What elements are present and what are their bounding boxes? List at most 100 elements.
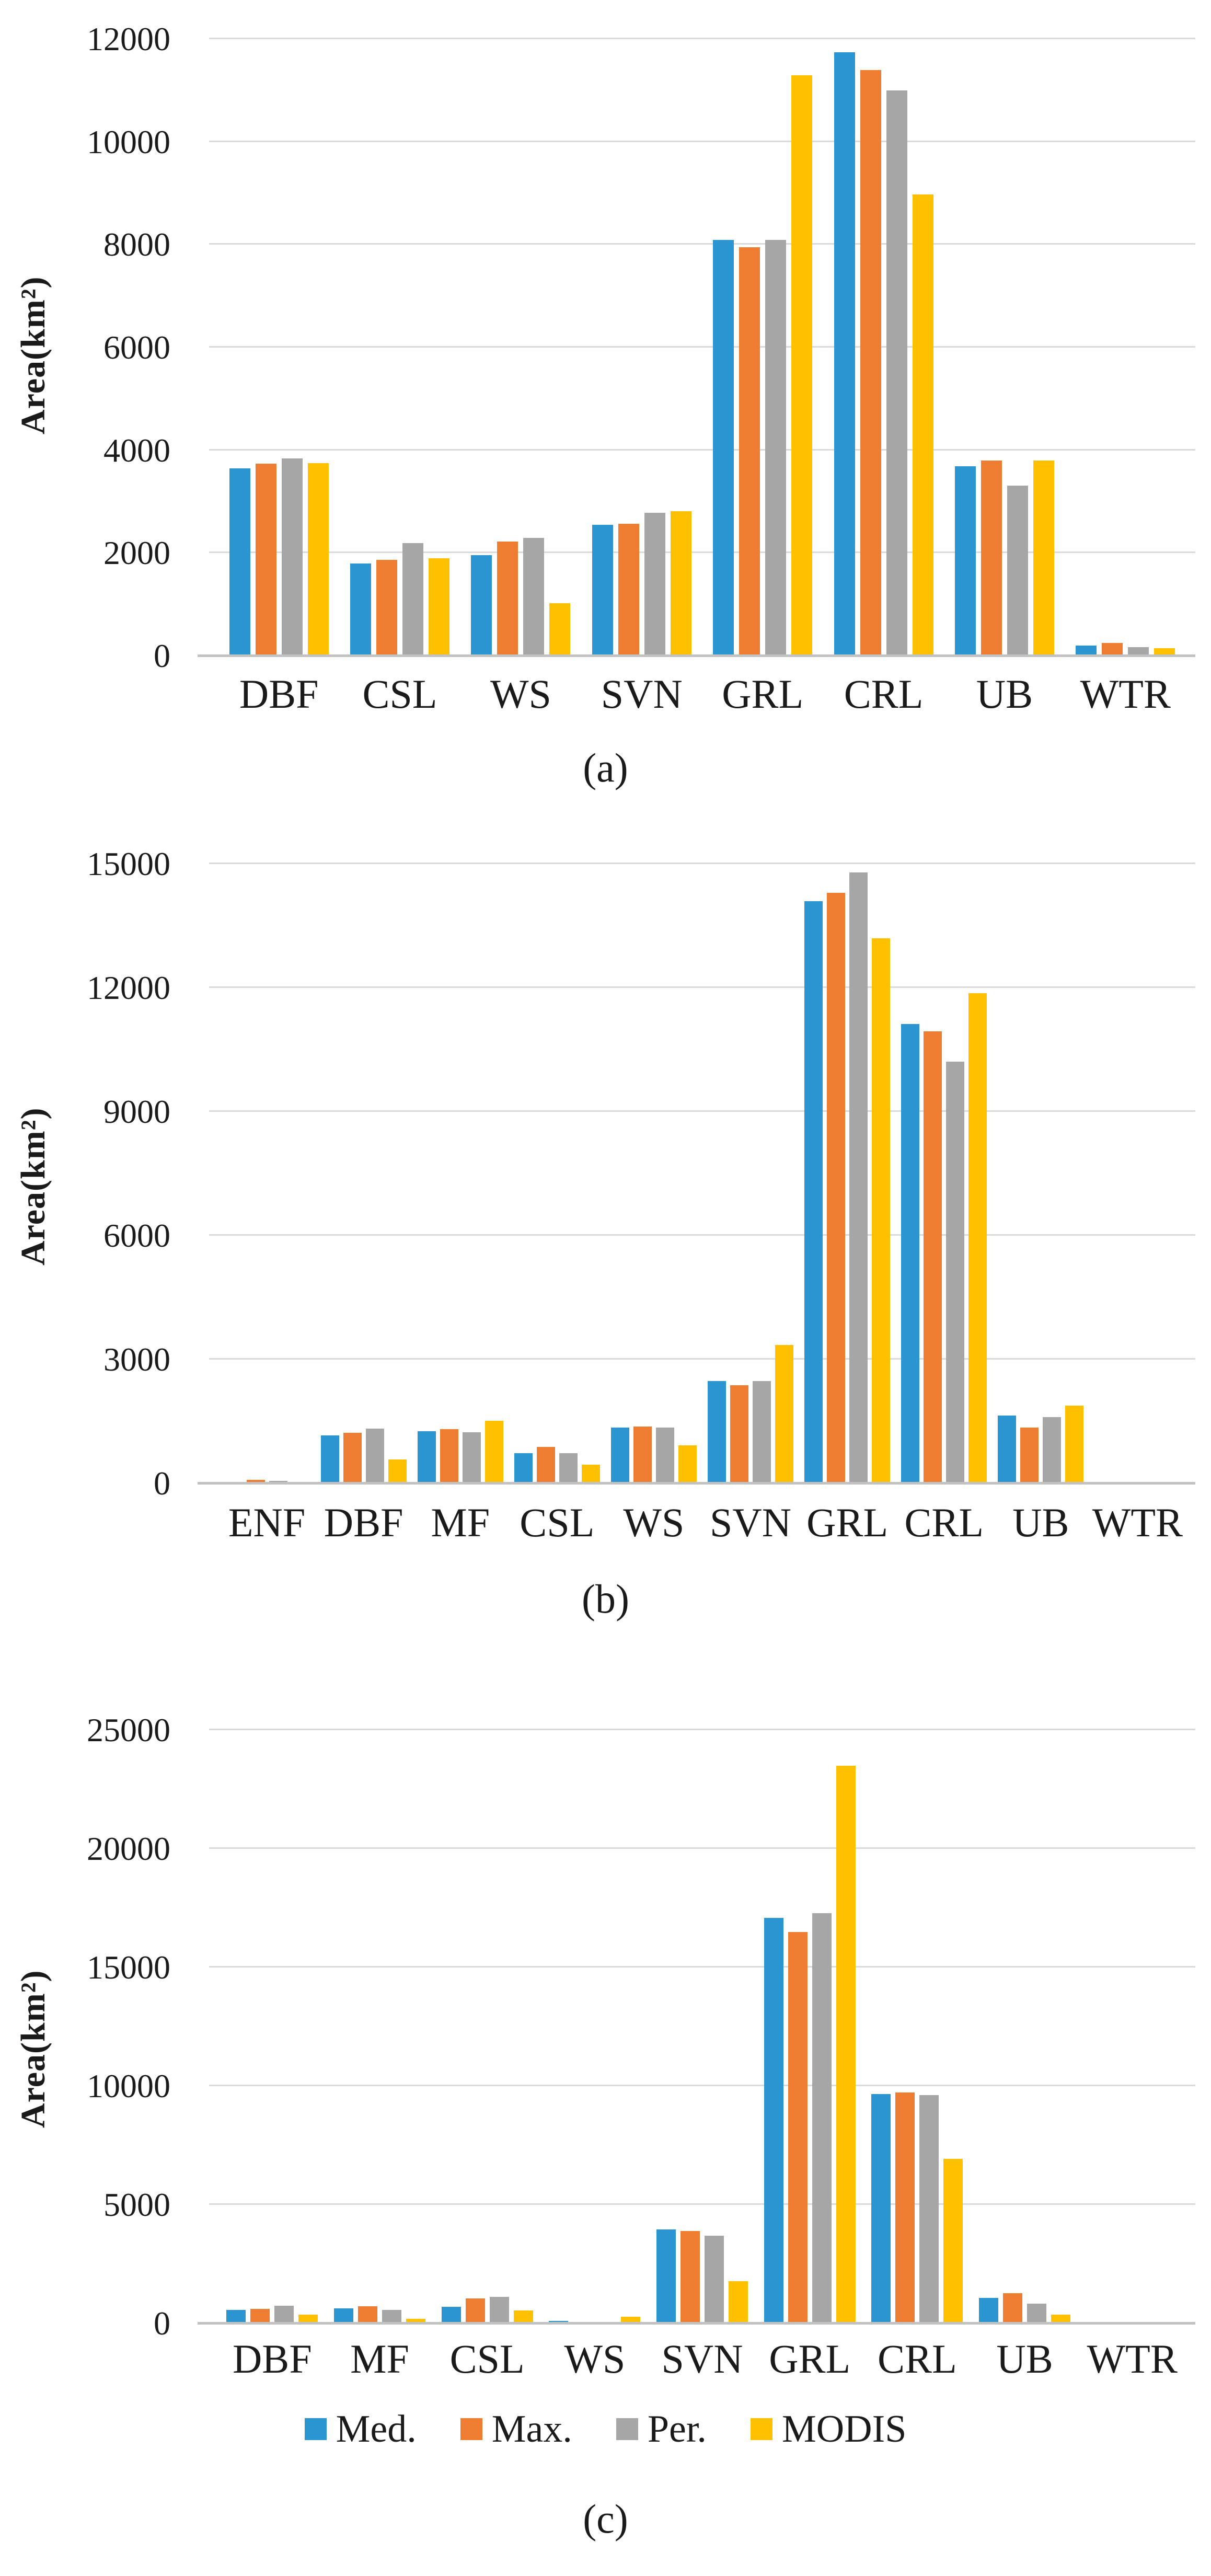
bar-modis-svn <box>728 2281 748 2324</box>
bar-med-crl <box>901 1024 920 1484</box>
bar-med-grl <box>764 1917 783 2324</box>
y-tick-label: 2000 <box>103 534 170 572</box>
x-category-label: GRL <box>806 1500 889 1545</box>
legend-label-med: Med. <box>336 2408 417 2451</box>
bar-group-ub <box>976 1730 1072 2324</box>
gridlines <box>209 862 1195 1484</box>
y-axis: 0 5000 10000 15000 20000 25000 <box>0 1714 188 2340</box>
bar-group-svn <box>590 39 694 656</box>
bar-group-ub <box>952 39 1057 656</box>
bar-med-dbf <box>229 468 250 656</box>
x-category-label: WS <box>490 671 551 717</box>
bar-modis-grl <box>872 938 891 1484</box>
bar-per-ws <box>523 537 545 656</box>
bar-group-dbf <box>319 864 409 1484</box>
gridline <box>209 2203 1195 2205</box>
bar-per-dbf <box>274 2305 294 2324</box>
bar-max-dbf <box>250 2308 270 2324</box>
bar-per-ub <box>1043 1417 1062 1484</box>
gridline <box>209 1847 1195 1849</box>
x-axis-line <box>198 2322 1195 2325</box>
bar-med-ws <box>471 555 492 656</box>
bar-per-svn <box>753 1381 771 1484</box>
bar-modis-dbf <box>307 463 329 656</box>
x-axis-labels: DBF MF CSL WS SVN GRL CRL UB WTR <box>209 2337 1195 2382</box>
x-category-label: CSL <box>449 2336 525 2382</box>
bar-per-ub <box>1027 2304 1046 2324</box>
bar-modis-crl <box>912 194 933 656</box>
bar-groups <box>209 864 1195 1484</box>
bar-med-svn <box>656 2229 676 2324</box>
bar-med-grl <box>804 901 823 1484</box>
bar-max-crl <box>895 2092 915 2324</box>
y-tick-label: 0 <box>154 637 170 674</box>
bar-group-enf <box>222 864 312 1484</box>
bar-modis-csl <box>581 1464 600 1484</box>
gridline <box>209 140 1195 142</box>
bar-med-grl <box>713 239 734 656</box>
gridline <box>209 448 1195 451</box>
gridline <box>209 551 1195 554</box>
bar-group-grl <box>710 39 815 656</box>
bar-group-wtr <box>1084 1730 1180 2324</box>
y-tick-label: 0 <box>154 2305 170 2342</box>
legend-item-per: Per. <box>616 2410 707 2448</box>
bar-med-csl <box>350 564 372 656</box>
subfigure-caption-b: (b) <box>582 1576 629 1622</box>
bar-per-grl <box>765 239 787 656</box>
med-swatch-icon <box>304 2418 327 2440</box>
chart-c: Area(km²) 0 5000 10000 15000 20000 25000 DBF M… <box>0 1641 1211 2576</box>
x-category-label: CRL <box>878 2336 957 2382</box>
subfigure-caption-c: (c) <box>583 2496 628 2542</box>
bar-max-enf <box>246 1479 265 1484</box>
plot-area <box>198 1729 1195 2325</box>
x-category-label: UB <box>976 671 1033 717</box>
plot-area <box>198 38 1195 657</box>
y-tick-label: 6000 <box>103 1217 170 1254</box>
bar-max-crl <box>860 70 881 656</box>
x-category-label: DBF <box>324 1500 403 1545</box>
gridlines <box>209 38 1195 656</box>
bar-modis-ws <box>678 1445 697 1484</box>
x-category-label: WTR <box>1092 1500 1183 1545</box>
bar-modis-svn <box>670 511 691 656</box>
bar-max-wtr <box>1102 643 1123 656</box>
subfigure-caption-a: (a) <box>583 745 628 790</box>
chart-a: Area(km²) 0 2000 4000 6000 8000 10000 12000 DB… <box>0 0 1211 815</box>
x-category-label: UB <box>996 2336 1053 2382</box>
bar-group-ws <box>609 864 699 1484</box>
bar-group-ws <box>468 39 573 656</box>
bar-modis-ws <box>549 603 571 656</box>
gridline <box>209 1234 1195 1236</box>
y-tick-label: 5000 <box>103 2186 170 2223</box>
bar-modis-grl <box>836 1766 856 2324</box>
plot-area <box>198 862 1195 1485</box>
bar-per-mf <box>382 2309 401 2324</box>
bar-modis-ub <box>1065 1405 1084 1484</box>
bar-max-csl <box>465 2298 485 2324</box>
bar-max-grl <box>739 247 760 656</box>
gridline <box>209 1358 1195 1360</box>
bar-groups <box>209 39 1195 656</box>
legend-item-med: Med. <box>304 2408 417 2451</box>
bar-modis-ub <box>1033 461 1054 656</box>
bar-per-dbf <box>365 1428 384 1484</box>
bar-group-dbf <box>224 1730 320 2324</box>
legend-item-modis: MODIS <box>750 2410 906 2448</box>
bar-med-csl <box>441 2307 461 2324</box>
bar-max-csl <box>376 560 398 656</box>
x-category-label: CSL <box>362 671 437 717</box>
bar-group-grl <box>762 1730 858 2324</box>
y-tick-label: 25000 <box>87 1711 170 1749</box>
y-tick-label: 12000 <box>87 969 170 1006</box>
bar-med-wtr <box>1076 646 1097 656</box>
bar-max-csl <box>536 1446 555 1484</box>
bar-max-ub <box>981 461 1002 656</box>
bar-group-crl <box>832 39 936 656</box>
bar-group-grl <box>802 864 892 1484</box>
bar-modis-ub <box>1051 2315 1070 2324</box>
bar-per-crl <box>919 2095 939 2324</box>
legend-label-per: Per. <box>647 2408 707 2451</box>
per-swatch-icon <box>616 2418 638 2440</box>
bar-modis-grl <box>791 75 813 656</box>
